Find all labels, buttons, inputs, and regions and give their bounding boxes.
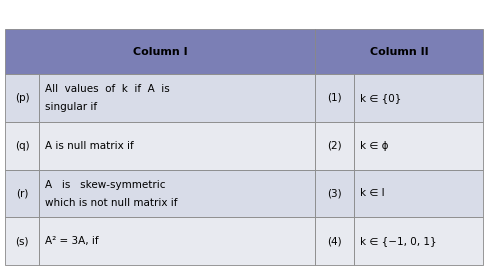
Bar bbox=[354, 169, 483, 217]
Text: (s): (s) bbox=[15, 236, 29, 246]
Text: Column I: Column I bbox=[133, 47, 187, 57]
Text: which is not null matrix if: which is not null matrix if bbox=[45, 198, 178, 208]
Bar bbox=[5, 217, 39, 265]
Bar bbox=[315, 74, 354, 122]
Bar bbox=[39, 169, 315, 217]
Text: A² = 3A, if: A² = 3A, if bbox=[45, 236, 99, 246]
Text: All  values  of  k  if  A  is: All values of k if A is bbox=[45, 84, 170, 94]
Text: singular if: singular if bbox=[45, 102, 97, 112]
Bar bbox=[315, 217, 354, 265]
Bar bbox=[39, 122, 315, 169]
Bar bbox=[354, 122, 483, 169]
Bar bbox=[315, 29, 483, 74]
Bar bbox=[5, 74, 39, 122]
Text: (2): (2) bbox=[327, 140, 342, 151]
Bar bbox=[354, 217, 483, 265]
Bar bbox=[5, 122, 39, 169]
Text: k ∈ {0}: k ∈ {0} bbox=[360, 93, 401, 103]
Text: k ∈ ϕ: k ∈ ϕ bbox=[360, 140, 388, 151]
Text: A   is   skew-symmetric: A is skew-symmetric bbox=[45, 180, 165, 190]
Bar bbox=[39, 217, 315, 265]
Text: k ∈ I: k ∈ I bbox=[360, 188, 384, 199]
Bar bbox=[39, 74, 315, 122]
Text: (3): (3) bbox=[327, 188, 342, 199]
Bar bbox=[5, 29, 315, 74]
Text: (1): (1) bbox=[327, 93, 342, 103]
Bar bbox=[315, 169, 354, 217]
Text: (r): (r) bbox=[16, 188, 28, 199]
Text: (4): (4) bbox=[327, 236, 342, 246]
Text: (p): (p) bbox=[15, 93, 29, 103]
Bar bbox=[315, 122, 354, 169]
Bar bbox=[354, 74, 483, 122]
Text: k ∈ {−1, 0, 1}: k ∈ {−1, 0, 1} bbox=[360, 236, 436, 246]
Text: Column II: Column II bbox=[369, 47, 428, 57]
Text: A is null matrix if: A is null matrix if bbox=[45, 140, 134, 151]
Text: (q): (q) bbox=[15, 140, 29, 151]
Bar bbox=[5, 169, 39, 217]
